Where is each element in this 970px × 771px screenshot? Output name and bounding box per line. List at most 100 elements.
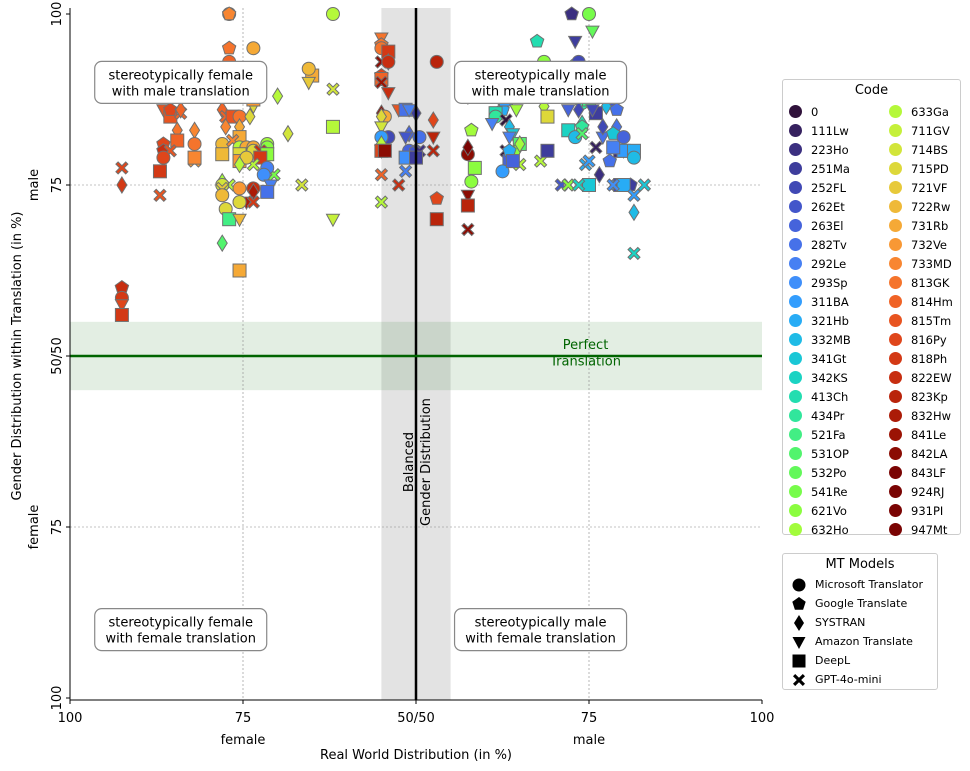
x-side-label-female: female <box>221 733 266 748</box>
code-legend-item: 311BA <box>789 292 889 311</box>
data-point-181 <box>567 35 583 50</box>
code-legend-item: 292Le <box>789 254 889 273</box>
legend-marker-pentagon <box>792 596 806 610</box>
y-side-label-male: male <box>27 169 42 201</box>
code-label: 842LA <box>911 446 948 461</box>
balanced-label-1: Balanced <box>402 432 417 492</box>
data-point-171 <box>529 33 545 48</box>
code-label: 621Vo <box>811 503 847 518</box>
code-legend-item: 732Ve <box>889 235 961 254</box>
legend-marker-circle <box>792 578 806 591</box>
data-point-220 <box>616 130 631 145</box>
code-legend-item: 251Ma <box>789 159 889 178</box>
data-point-66 <box>116 176 128 194</box>
code-label: 311BA <box>811 294 849 309</box>
data-point-34 <box>325 119 340 134</box>
data-point-226 <box>593 165 605 184</box>
code-swatch <box>889 523 902 536</box>
data-point-123 <box>425 131 441 146</box>
code-legend-item: 541Re <box>789 482 889 501</box>
legend-marker-diamond <box>794 614 804 631</box>
data-point-135 <box>401 104 417 118</box>
data-point-159 <box>502 131 517 146</box>
code-swatch <box>889 181 902 194</box>
code-swatch <box>789 447 802 460</box>
model-label: DeepL <box>815 654 851 667</box>
data-point-64 <box>260 184 275 199</box>
data-point-200 <box>609 102 624 116</box>
x-axis-title: Real World Distribution (in %) <box>320 748 512 763</box>
code-label: 813GK <box>911 275 950 290</box>
code-label: 632Ho <box>811 522 849 537</box>
data-point-133 <box>429 191 444 205</box>
model-label: Microsoft Translator <box>815 578 923 591</box>
data-point-175 <box>540 109 555 124</box>
code-label: 832Hw <box>911 408 952 423</box>
data-point-62 <box>256 167 271 182</box>
data-point-2 <box>325 7 340 21</box>
code-swatch <box>889 409 902 422</box>
code-legend: Code 0 111Lw 223Ho 251Ma 252FL 262Et 263El 282T… <box>782 79 961 537</box>
data-point-205 <box>575 126 589 141</box>
code-swatch <box>789 390 802 403</box>
data-point-234 <box>606 178 620 192</box>
data-point-53 <box>156 150 171 165</box>
data-point-132 <box>374 195 389 209</box>
data-point-102 <box>380 87 396 101</box>
code-legend-item: 931PI <box>889 501 961 520</box>
data-point-85 <box>325 213 341 228</box>
code-swatch <box>789 219 802 232</box>
quadrant-box-bl <box>94 607 268 652</box>
balanced-label-2: Gender Distribution <box>419 398 434 526</box>
data-point-54 <box>187 150 202 165</box>
code-legend-item: 715PD <box>889 159 961 178</box>
model-legend-item: Google Translate <box>791 594 937 613</box>
data-point-130 <box>374 167 389 182</box>
code-swatch <box>889 238 902 251</box>
code-legend-item: 822EW <box>889 368 961 387</box>
data-point-138 <box>464 174 479 189</box>
data-point-4 <box>246 41 261 56</box>
x-tick-label-1: 75 <box>235 711 252 726</box>
data-point-20 <box>163 102 178 116</box>
data-point-235 <box>637 178 652 192</box>
quadrant-text-tr-1: stereotypically male <box>475 68 607 83</box>
code-label: 282Tv <box>811 237 847 252</box>
code-label: 711GV <box>911 123 950 138</box>
quadrant-text-br-2: with female translation <box>465 632 616 647</box>
legend-marker-triangle <box>792 636 806 649</box>
code-legend-item: 252FL <box>789 178 889 197</box>
y-tick-label-3: 75 <box>50 177 65 194</box>
diamond-marker-icon <box>794 614 804 631</box>
model-label: Amazon Translate <box>815 635 913 648</box>
data-point-90 <box>114 299 130 313</box>
code-label: 814Hm <box>911 294 953 309</box>
code-legend-item: 813GK <box>889 273 961 292</box>
model-legend-item: SYSTRAN <box>791 613 937 632</box>
code-legend-title: Code <box>854 83 889 98</box>
code-label: 413Ch <box>811 389 849 404</box>
quadrant-text-br-1: stereotypically male <box>475 616 607 631</box>
code-legend-item: 731Rb <box>889 216 961 235</box>
data-point-22 <box>175 100 187 119</box>
code-swatch <box>789 352 802 365</box>
data-point-36 <box>170 133 185 148</box>
code-label: 931PI <box>911 503 944 518</box>
code-swatch <box>789 276 802 289</box>
code-label: 252FL <box>811 180 846 195</box>
code-swatch <box>789 504 802 517</box>
data-point-141 <box>460 198 475 213</box>
code-label: 293Sp <box>811 275 848 290</box>
code-swatch <box>789 314 802 327</box>
data-point-86 <box>216 234 228 253</box>
code-legend-item: 263El <box>789 216 889 235</box>
code-label: 633Ga <box>911 104 949 119</box>
code-legend-item: 413Ch <box>789 387 889 406</box>
code-swatch <box>889 390 902 403</box>
code-label: 223Ho <box>811 142 849 157</box>
